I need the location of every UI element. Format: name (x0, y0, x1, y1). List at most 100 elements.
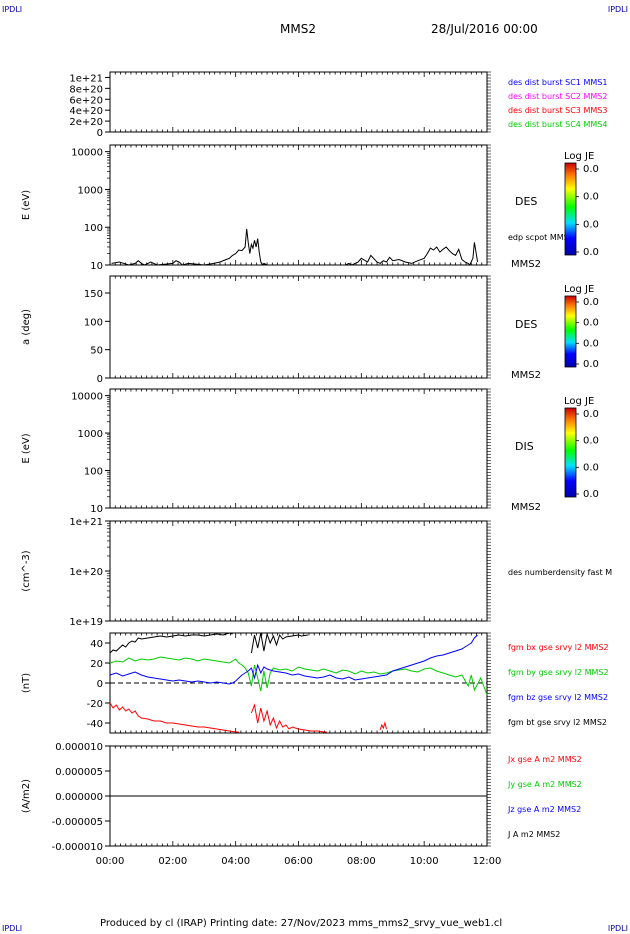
corner-label-top-left: IPDLI (2, 5, 23, 14)
des-dist-burst-legend-entry: des dist burst SC4 MMS4 (508, 120, 607, 129)
des-energy-instrument-label: DES (515, 195, 537, 208)
time-tick-label: 02:00 (158, 856, 187, 867)
dis-energy-ytick-label: 10 (90, 504, 103, 515)
fgm-ytick-label: -20 (87, 699, 103, 710)
des-energy-legend-entry: edp scpot MMS2 (508, 233, 574, 242)
colorbar-value: 0.0 (583, 338, 599, 349)
fgm-series-line (379, 721, 387, 731)
des-dist-burst-ytick-label: 2e+20 (69, 117, 103, 128)
current-density-legend-entry: J A m2 MMS2 (507, 830, 560, 839)
fgm-legend-entry: fgm by gse srvy l2 MMS2 (508, 668, 609, 677)
des-energy-ytick-label: 1000 (78, 185, 103, 196)
time-tick-label: 12:00 (473, 856, 502, 867)
dis-energy-ytick-label: 10000 (71, 392, 103, 403)
colorbar-value: 0.0 (583, 489, 599, 500)
time-tick-label: 06:00 (284, 856, 313, 867)
fgm-legend-entry: fgm bx gse srvy l2 MMS2 (508, 643, 609, 652)
fgm-ytick-label: 0 (97, 679, 103, 690)
fgm-ylabel: (nT) (21, 673, 32, 693)
fgm-ytick-label: 40 (90, 639, 103, 650)
des-dist-burst-ytick-label: 1e+21 (69, 73, 103, 84)
des-pitch-ytick-label: 50 (90, 346, 103, 357)
dis-energy-instrument-label: DIS (515, 440, 534, 453)
des-pitch-ytick-label: 150 (84, 289, 103, 300)
fgm-ytick-label: -40 (87, 719, 103, 730)
des-pitch-instrument-label: DES (515, 318, 537, 331)
des-energy-ytick-label: 10000 (71, 148, 103, 159)
dis-energy-ytick-label: 100 (84, 467, 103, 478)
colorbar-value: 0.0 (583, 219, 599, 230)
time-tick-label: 10:00 (410, 856, 439, 867)
plot-date: 28/Jul/2016 00:00 (431, 22, 538, 36)
corner-label-bottom-left: IPDLI (2, 924, 23, 933)
des-pitch-frame (109, 275, 488, 379)
des-density-frame (109, 520, 488, 622)
des-energy-ytick-label: 100 (84, 223, 103, 234)
des-dist-burst-ytick-label: 8e+20 (69, 84, 103, 95)
des-dist-burst-ytick-label: 4e+20 (69, 106, 103, 117)
fgm-series-line (109, 634, 478, 685)
des-energy-spacecraft-label: MMS2 (511, 259, 541, 270)
dis-energy-ytick-label: 1000 (78, 429, 103, 440)
des-energy-ytick-label: 10 (90, 261, 103, 272)
des-dist-burst-ytick-label: 0 (97, 128, 103, 139)
des-pitch-ytick-label: 0 (97, 374, 103, 385)
des-dist-burst-legend-entry: des dist burst SC3 MMS3 (508, 106, 607, 115)
des-dist-burst-legend-entry: des dist burst SC2 MMS2 (508, 92, 607, 101)
current-density-ytick-label: -0.000010 (52, 842, 103, 853)
des-pitch-spacecraft-label: MMS2 (511, 370, 541, 381)
current-density-legend-entry: Jy gse A m2 MMS2 (507, 780, 582, 789)
fgm-legend-entry: fgm bt gse srvy l2 MMS2 (508, 718, 607, 727)
current-density-ytick-label: 0.000000 (55, 792, 103, 803)
colorbar-value: 0.0 (583, 297, 599, 308)
des-energy-series-line (111, 228, 479, 266)
fgm-series-line (250, 632, 308, 654)
des-dist-burst-legend-entry: des dist burst SC1 MMS1 (508, 78, 607, 87)
current-density-ytick-label: 0.000010 (55, 742, 103, 753)
colorbar-value: 0.0 (583, 359, 599, 370)
fgm-series-line (109, 656, 488, 696)
corner-label-bottom-right: IPDLI (607, 924, 628, 933)
fgm-series-line (109, 632, 233, 654)
des-energy-ylabel: E (eV) (21, 190, 32, 220)
colorbar-value: 0.0 (583, 164, 599, 175)
colorbar-title: Log JE (564, 151, 594, 162)
fgm-ytick-label: 20 (90, 659, 103, 670)
time-tick-label: 08:00 (347, 856, 376, 867)
colorbar-title: Log JE (564, 284, 594, 295)
des-density-legend-entry: des numberdensity fast M (508, 568, 612, 577)
des-dist-burst-frame (109, 71, 488, 133)
time-tick-label: 04:00 (221, 856, 250, 867)
des-energy-frame (109, 144, 488, 266)
fgm-legend-entry: fgm bz gse srvy l2 MMS2 (508, 693, 608, 702)
fgm-series-line (250, 703, 327, 733)
des-pitch-ylabel: a (deg) (21, 309, 32, 345)
colorbar (564, 162, 577, 256)
time-tick-label: 00:00 (96, 856, 125, 867)
current-density-ytick-label: -0.000005 (52, 817, 103, 828)
colorbar-title: Log JE (564, 396, 594, 407)
current-density-legend-entry: Jz gse A m2 MMS2 (507, 805, 581, 814)
current-density-ytick-label: 0.000005 (55, 767, 103, 778)
mission-title: MMS2 (280, 22, 316, 36)
colorbar-value: 0.0 (583, 318, 599, 329)
corner-label-top-right: IPDLI (607, 5, 628, 14)
des-dist-burst-ytick-label: 6e+20 (69, 95, 103, 106)
des-density-ytick-label: 1e+21 (69, 517, 103, 528)
colorbar-value: 0.0 (583, 462, 599, 473)
des-density-ytick-label: 1e+20 (69, 567, 103, 578)
des-pitch-ytick-label: 100 (84, 317, 103, 328)
colorbar (564, 407, 577, 498)
current-density-legend-entry: Jx gse A m2 MMS2 (507, 755, 582, 764)
current-density-ylabel: (A/m2) (21, 779, 32, 813)
colorbar-value: 0.0 (583, 436, 599, 447)
colorbar-value: 0.0 (583, 192, 599, 203)
footer-credit: Produced by cl (IRAP) Printing date: 27/… (100, 918, 503, 929)
dis-energy-frame (109, 388, 488, 509)
des-density-ytick-label: 1e+19 (69, 617, 103, 628)
dis-energy-ylabel: E (eV) (21, 433, 32, 463)
fgm-series-line (109, 702, 239, 733)
colorbar-value: 0.0 (583, 247, 599, 258)
des-density-ylabel: (cm^-3) (21, 550, 32, 591)
